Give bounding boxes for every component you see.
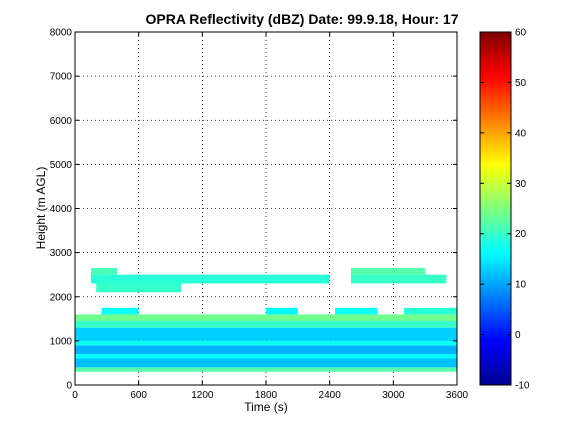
x-tick-label: 1800 — [255, 390, 278, 401]
colorbar-tick-label: 60 — [515, 28, 527, 39]
reflectivity-layer — [96, 283, 182, 293]
reflectivity-cells — [75, 268, 457, 372]
y-tick-label: 8000 — [50, 28, 73, 39]
y-tick-label: 3000 — [50, 248, 73, 259]
reflectivity-layer — [75, 354, 457, 359]
reflectivity-layer — [90, 274, 330, 284]
reflectivity-layer — [75, 340, 457, 346]
colorbar-tick-label: 10 — [515, 280, 527, 291]
y-ticks: 0 1000 2000 3000 4000 5000 6000 7000 8000 — [50, 28, 457, 392]
x-tick-label: 3000 — [382, 390, 405, 401]
x-tick-label: 1200 — [191, 390, 214, 401]
reflectivity-layer — [75, 345, 457, 355]
reflectivity-layer — [75, 367, 457, 372]
x-tick-label: 3600 — [446, 390, 469, 401]
x-tick-label: 2400 — [319, 390, 342, 401]
colorbar-gradient — [480, 32, 511, 385]
y-axis-label: Height (m AGL) — [34, 167, 48, 250]
reflectivity-layer — [403, 307, 457, 315]
reflectivity-layer — [350, 268, 426, 275]
y-tick-label: 1000 — [50, 336, 73, 347]
colorbar-tick-label: -10 — [515, 381, 530, 392]
y-tick-label: 2000 — [50, 292, 73, 303]
y-tick-label: 5000 — [50, 160, 73, 171]
y-tick-label: 0 — [66, 381, 72, 392]
colorbar-frame — [479, 31, 512, 386]
colorbar-tick-label: 20 — [515, 229, 527, 240]
chart-title: OPRA Reflectivity (dBZ) Date: 99.9.18, H… — [145, 11, 458, 27]
reflectivity-layer — [75, 327, 457, 341]
colorbar-tick-label: 30 — [515, 179, 527, 190]
reflectivity-layer — [90, 268, 118, 275]
colorbar-tick-label: 0 — [515, 330, 521, 341]
colorbar-tick-label: 40 — [515, 128, 527, 139]
colorbar-tick-label: 50 — [515, 78, 527, 89]
x-tick-label: 600 — [130, 390, 147, 401]
x-axis-label: Time (s) — [244, 400, 288, 414]
plot-area: 0 600 1200 1800 2400 3000 3600 0 1000 2000 3000 40… — [50, 28, 469, 402]
y-tick-label: 4000 — [50, 204, 73, 215]
x-tick-label: 0 — [72, 390, 78, 401]
reflectivity-layer — [334, 307, 378, 315]
reflectivity-layer — [75, 314, 457, 322]
gridlines — [75, 32, 457, 385]
colorbar-ticks: -10 0 10 20 30 40 50 60 — [480, 28, 530, 392]
y-tick-label: 6000 — [50, 116, 73, 127]
reflectivity-layer — [350, 274, 447, 284]
reflectivity-layer — [75, 358, 457, 368]
reflectivity-layer — [75, 321, 457, 328]
x-ticks: 0 600 1200 1800 2400 3000 3600 — [72, 32, 469, 401]
reflectivity-layer — [101, 307, 139, 315]
colorbar: -10 0 10 20 30 40 50 60 — [479, 28, 530, 392]
y-tick-label: 7000 — [50, 72, 73, 83]
reflectivity-layer — [266, 307, 298, 315]
